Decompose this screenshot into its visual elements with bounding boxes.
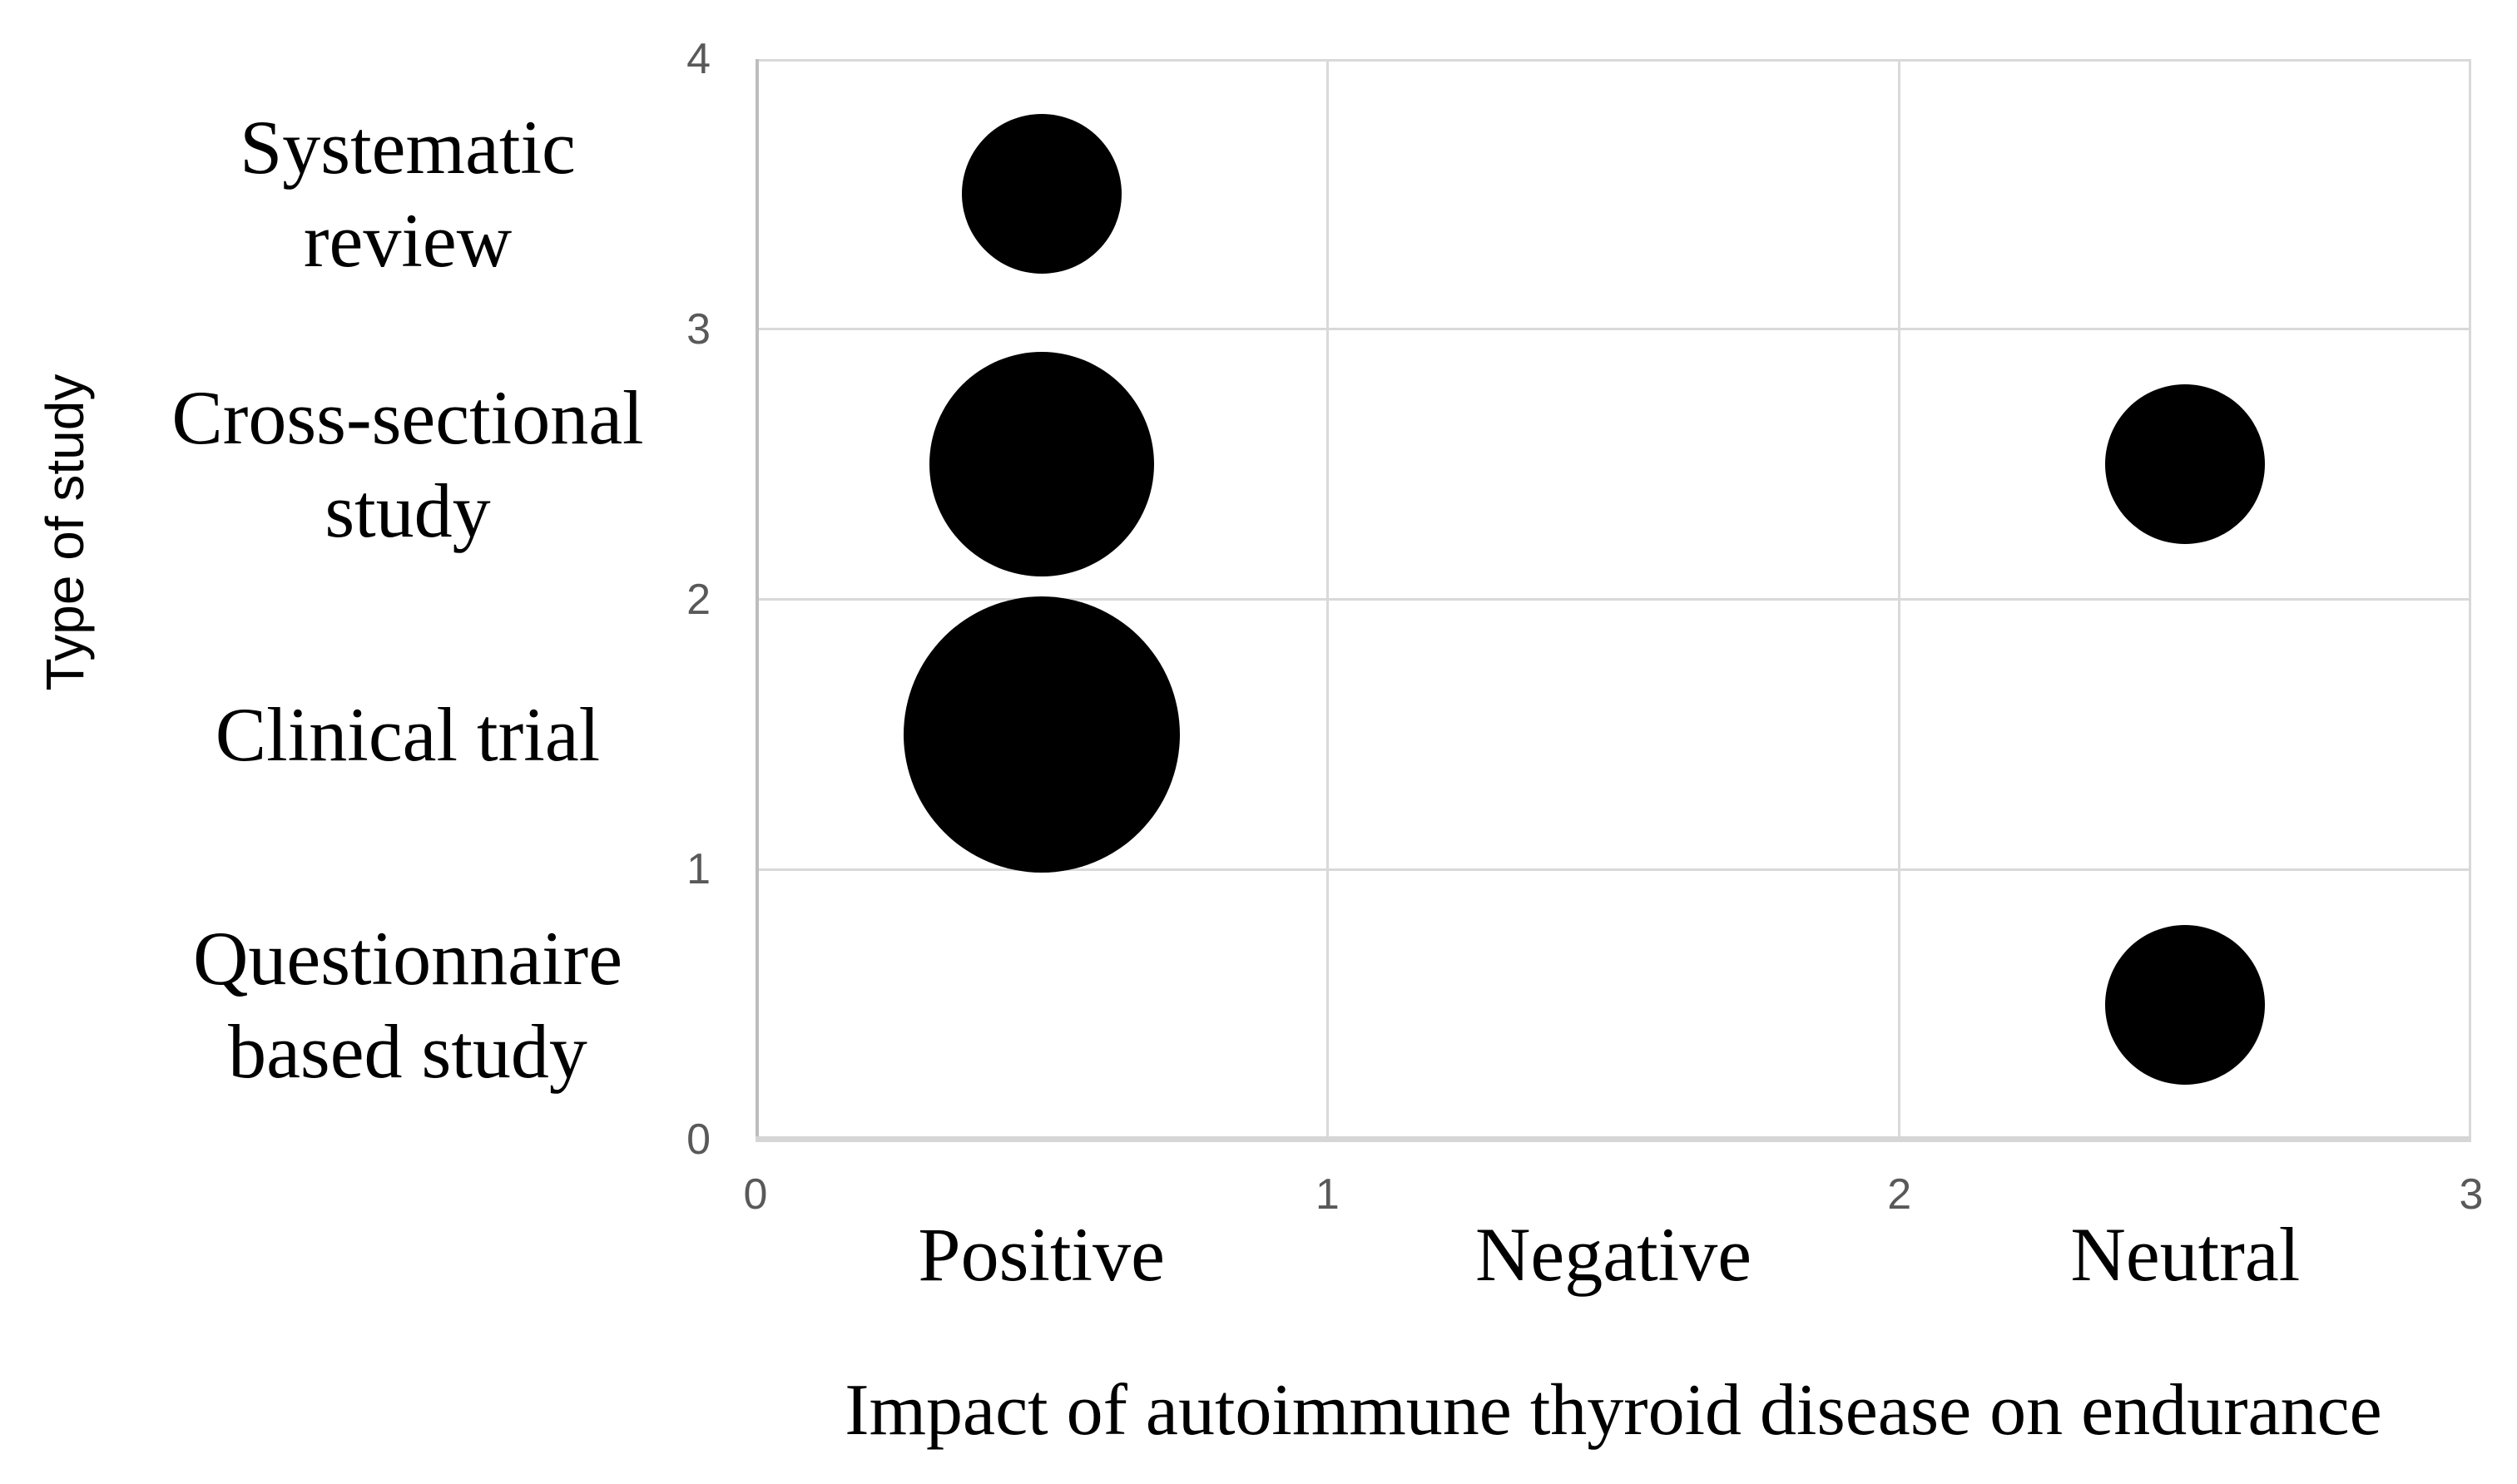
bubble [961, 114, 1122, 275]
x-axis-title: Impact of autoimmune thyroid disease on … [845, 1370, 2382, 1451]
y-category-label-line: Clinical trial [215, 691, 601, 777]
y-category-label-line: Questionnaire [192, 915, 623, 1001]
x-tick-label: 0 [743, 1170, 768, 1219]
x-category-label: Neutral [2070, 1212, 2301, 1297]
x-tick-label: 2 [1887, 1170, 1912, 1219]
y-category-label-line: study [325, 468, 491, 554]
y-category-label: Clinical trial [50, 688, 766, 781]
bottom-axis-line [756, 1136, 2471, 1142]
y-category-label-line: Cross-sectional [171, 375, 644, 461]
y-category-label-line: based study [228, 1008, 587, 1094]
x-category-label: Positive [918, 1212, 1165, 1297]
gridline-horizontal [756, 598, 2471, 601]
y-tick-label: 4 [686, 35, 711, 83]
y-tick-label: 2 [686, 575, 711, 624]
y-tick-label: 3 [686, 304, 711, 354]
gridline-horizontal [756, 868, 2471, 871]
gridline-horizontal [756, 328, 2471, 331]
bubble [929, 352, 1154, 577]
x-tick-label: 3 [2459, 1170, 2484, 1219]
left-axis-line [756, 59, 759, 1140]
x-tick-label: 1 [1315, 1170, 1340, 1219]
y-tick-label: 1 [686, 845, 711, 894]
bubble [2105, 384, 2266, 545]
y-category-label: Questionnaire based study [50, 912, 766, 1098]
bubble [2105, 924, 2266, 1085]
y-category-label-line: review [303, 198, 513, 284]
x-category-label: Negative [1474, 1212, 1752, 1297]
y-category-label-line: Systematic [240, 105, 576, 190]
y-tick-label: 0 [686, 1115, 711, 1164]
y-category-label: Systematic review [50, 101, 766, 287]
bubble [903, 596, 1180, 873]
y-category-label: Cross-sectional study [50, 371, 766, 557]
